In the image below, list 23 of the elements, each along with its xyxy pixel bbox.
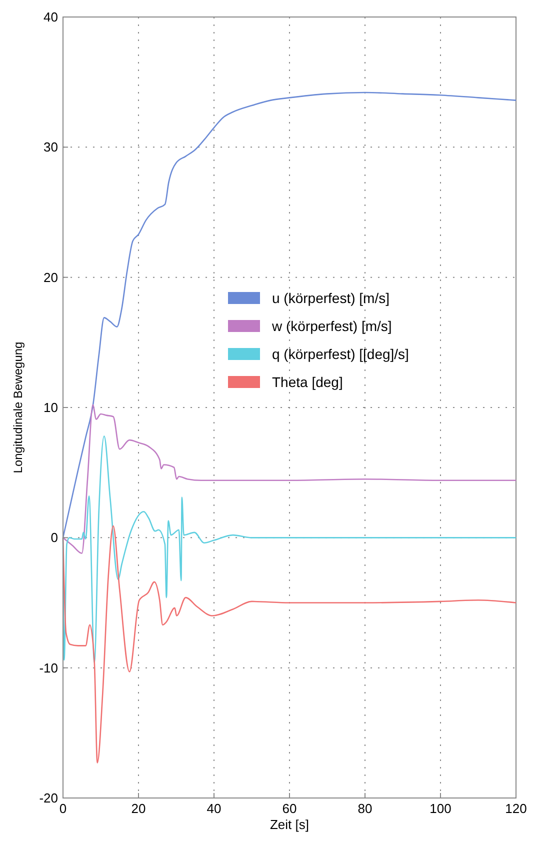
y-tick-label: -20 — [39, 790, 58, 806]
x-tick-label: 60 — [282, 801, 297, 816]
x-tick-label: 20 — [131, 801, 146, 816]
legend-label: w (körperfest) [m/s] — [271, 318, 392, 334]
x-tick-label: 100 — [430, 801, 452, 816]
y-tick-label: 20 — [44, 270, 58, 285]
y-tick-label: 10 — [44, 400, 58, 415]
y-tick-label: 0 — [50, 530, 58, 546]
x-tick-label: 120 — [505, 801, 527, 816]
legend-label: Theta [deg] — [272, 374, 343, 390]
x-axis-title: Zeit [s] — [270, 817, 310, 832]
line-series — [62, 404, 517, 554]
y-axis-title: Longitudinale Bewegung — [11, 342, 25, 474]
line-series — [62, 92, 517, 538]
line-series — [62, 525, 517, 764]
legend-label: u (körperfest) [m/s] — [272, 290, 390, 306]
x-tick-label: 40 — [206, 801, 222, 816]
x-tick-label: 80 — [358, 801, 372, 816]
y-tick-label: 40 — [44, 10, 58, 24]
legend-label: q (körperfest) [[deg]/s] — [272, 346, 409, 362]
y-tick-label: -10 — [39, 660, 58, 676]
line-series — [62, 435, 517, 664]
y-tick-label: 30 — [44, 140, 58, 155]
